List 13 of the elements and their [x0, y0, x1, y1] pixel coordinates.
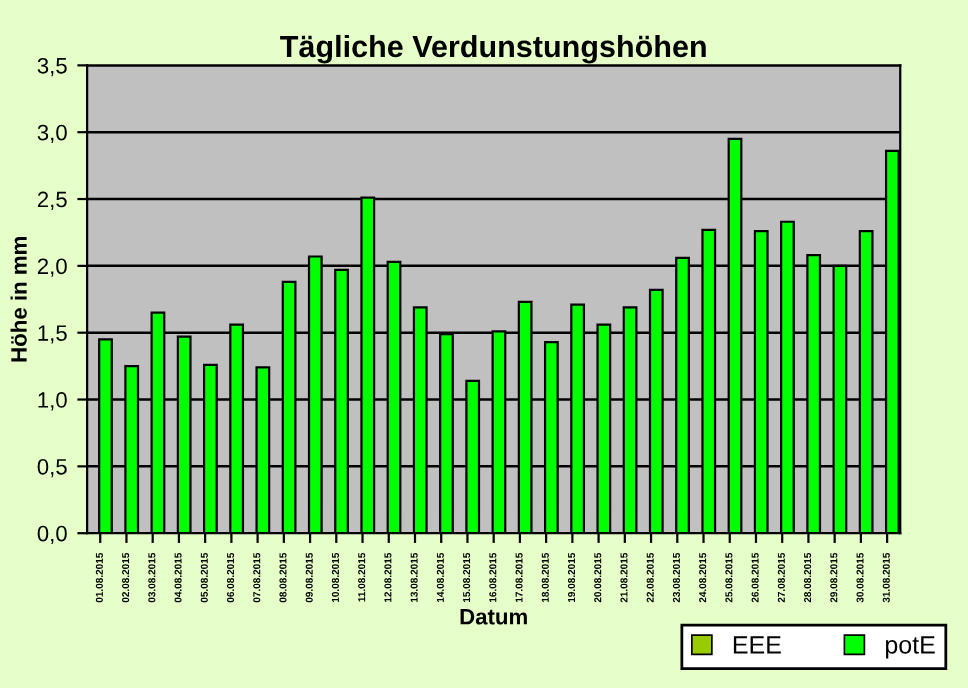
- y-tick-label: 1,0: [38, 392, 67, 411]
- legend-label: EEE: [733, 636, 781, 654]
- y-axis-title: Höhe in mm: [10, 237, 27, 362]
- y-tick-label: 3,5: [37, 57, 67, 77]
- y-tick-label: 2,5: [37, 191, 67, 210]
- y-tick-label: 0,5: [37, 458, 67, 478]
- chart-title: Tägliche Verdunstungshöhen: [280, 34, 706, 64]
- y-tick-label: 2,0: [37, 258, 67, 277]
- legend-label: potE: [886, 636, 935, 659]
- x-axis-title: Datum: [460, 609, 527, 625]
- y-tick-label: 3,0: [37, 124, 67, 144]
- y-tick-label: 0,0: [37, 525, 67, 545]
- y-tick-label: 1,5: [38, 325, 67, 344]
